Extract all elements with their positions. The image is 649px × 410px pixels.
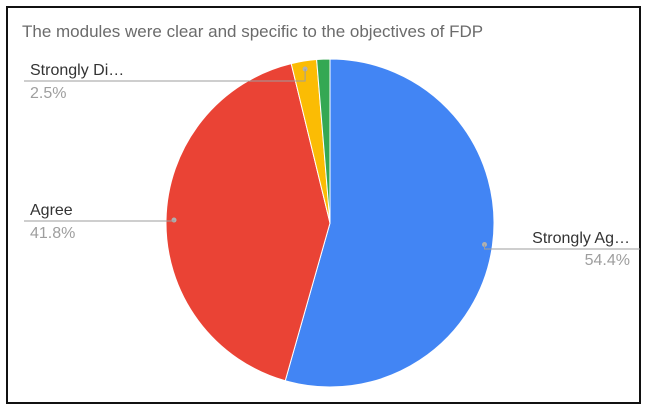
pie-slice — [284, 58, 495, 388]
leader-line — [24, 68, 306, 82]
leader-line — [484, 244, 640, 250]
slice-label: Strongly Ag… — [532, 230, 630, 247]
slice-label: Agree — [30, 202, 73, 219]
chart-title: The modules were clear and specific to t… — [22, 22, 484, 41]
leader-line — [24, 220, 175, 222]
slice-label: Strongly Di… — [30, 62, 124, 79]
pie-slice — [165, 63, 331, 382]
pie-slice — [316, 58, 331, 224]
slice-percent-label: 41.8% — [30, 225, 75, 242]
slice-percent-label: 2.5% — [30, 85, 66, 102]
slice-percent-label: 54.4% — [585, 252, 630, 269]
